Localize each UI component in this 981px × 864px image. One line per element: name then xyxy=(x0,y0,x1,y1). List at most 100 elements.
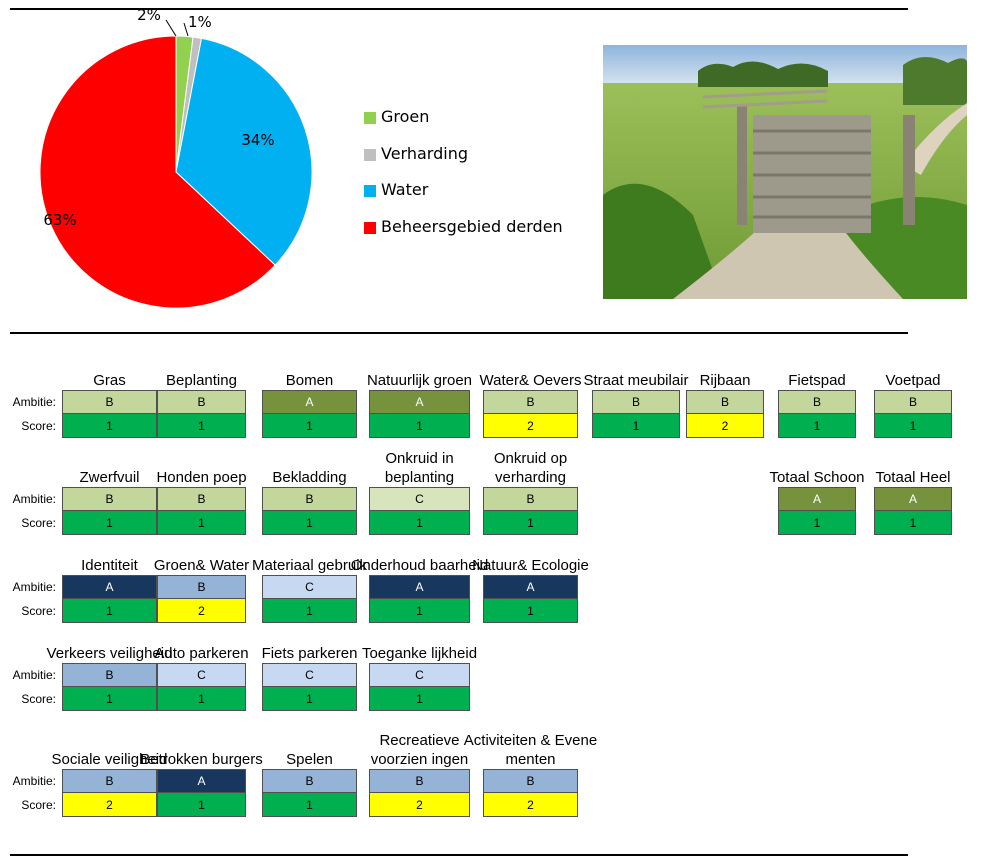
ambitie-cell-sociale-veiligheid: B xyxy=(62,769,157,793)
score-cell-groen-water: 2 xyxy=(157,598,246,623)
indicator-title-onkruid-in-beplanting: Onkruid in beplanting xyxy=(384,450,455,486)
score-cell-activiteiten-evene-menten: 2 xyxy=(483,792,578,817)
legend-entry: Water xyxy=(364,180,563,217)
indicator-title-recreatieve-voorzien-ingen: Recreatieve voorzien ingen xyxy=(370,732,469,768)
ambitie-cell-bekladding: B xyxy=(262,487,357,511)
indicator-title-toeganke-lijkheid: Toeganke lijkheid xyxy=(361,644,478,662)
indicator-title-natuurlijk-groen: Natuurlijk groen xyxy=(366,371,473,389)
score-cell-spelen: 1 xyxy=(262,792,357,817)
score-row-label: Score: xyxy=(21,419,56,433)
score-cell-rijbaan: 2 xyxy=(686,413,764,438)
indicator-title-beplanting: Beplanting xyxy=(166,371,237,389)
legend-swatch xyxy=(364,112,376,124)
ambitie-cell-straat-meubilair: B xyxy=(592,390,680,414)
indicator-title-auto-parkeren: Auto parkeren xyxy=(154,644,249,662)
score-cell-materiaal-gebruik: 1 xyxy=(262,598,357,623)
legend-label: Water xyxy=(381,180,429,199)
legend-entry: Verharding xyxy=(364,144,563,181)
indicator-title-gras: Gras xyxy=(93,371,126,389)
indicator-title-water-oevers: Water& Oevers xyxy=(479,371,582,389)
ambitie-cell-bomen: A xyxy=(262,390,357,414)
score-cell-bomen: 1 xyxy=(262,413,357,438)
ambitie-cell-natuur-ecologie: A xyxy=(483,575,578,599)
bottom-rule xyxy=(10,854,908,856)
score-cell-onkruid-in-beplanting: 1 xyxy=(369,510,470,535)
ambitie-cell-voetpad: B xyxy=(874,390,952,414)
indicator-title-groen-water: Groen& Water xyxy=(153,556,250,574)
pie-leader-line xyxy=(165,19,177,37)
ambitie-cell-totaal-schoon: A xyxy=(778,487,856,511)
ambitie-cell-auto-parkeren: C xyxy=(157,663,246,687)
score-cell-sociale-veiligheid: 2 xyxy=(62,792,157,817)
indicator-title-fietspad: Fietspad xyxy=(788,371,846,389)
ambitie-cell-verkeers-veiligheid: B xyxy=(62,663,157,687)
ambitie-cell-beplanting: B xyxy=(157,390,246,414)
score-cell-natuur-ecologie: 1 xyxy=(483,598,578,623)
ambitie-cell-totaal-heel: A xyxy=(874,487,952,511)
ambitie-cell-fietspad: B xyxy=(778,390,856,414)
score-cell-gras: 1 xyxy=(62,413,157,438)
ambitie-cell-recreatieve-voorzien-ingen: B xyxy=(369,769,470,793)
score-cell-betrokken-burgers: 1 xyxy=(157,792,246,817)
indicator-title-natuur-ecologie: Natuur& Ecologie xyxy=(472,556,589,574)
ambitie-row-label: Ambitie: xyxy=(12,580,56,594)
pie-legend: Groen Verharding Water Beheersgebied derden xyxy=(364,107,563,253)
ambitie-cell-identiteit: A xyxy=(62,575,157,599)
score-row-label: Score: xyxy=(21,604,56,618)
score-row-label: Score: xyxy=(21,516,56,530)
indicator-title-voetpad: Voetpad xyxy=(885,371,941,389)
indicator-title-straat-meubilair: Straat meubilair xyxy=(583,371,689,389)
ambitie-cell-activiteiten-evene-menten: B xyxy=(483,769,578,793)
score-cell-onkruid-op-verharding: 1 xyxy=(483,510,578,535)
score-cell-zwerfvuil: 1 xyxy=(62,510,157,535)
indicator-title-bomen: Bomen xyxy=(285,371,334,389)
score-row-label: Score: xyxy=(21,692,56,706)
ambitie-row-label: Ambitie: xyxy=(12,395,56,409)
ambitie-row-label: Ambitie: xyxy=(12,668,56,682)
score-cell-honden-poep: 1 xyxy=(157,510,246,535)
legend-swatch xyxy=(364,221,376,234)
ambitie-cell-groen-water: B xyxy=(157,575,246,599)
pie-data-label: 34% xyxy=(241,131,274,149)
indicator-title-rijbaan: Rijbaan xyxy=(699,371,751,389)
score-cell-recreatieve-voorzien-ingen: 2 xyxy=(369,792,470,817)
score-cell-totaal-heel: 1 xyxy=(874,510,952,535)
indicator-title-totaal-heel: Totaal Heel xyxy=(875,468,951,486)
ambitie-cell-fiets-parkeren: C xyxy=(262,663,357,687)
indicator-title-onkruid-op-verharding: Onkruid op verharding xyxy=(493,450,568,486)
score-cell-voetpad: 1 xyxy=(874,413,952,438)
score-cell-fietspad: 1 xyxy=(778,413,856,438)
top-rule xyxy=(10,8,908,10)
pie-slice-beheersgebied-derden xyxy=(39,35,276,309)
score-row-label: Score: xyxy=(21,798,56,812)
legend-label: Beheersgebied derden xyxy=(381,216,563,236)
legend-label: Verharding xyxy=(381,143,468,163)
legend-entry: Groen xyxy=(364,107,563,144)
ambitie-cell-onderhoud-baarheid: A xyxy=(369,575,470,599)
score-cell-totaal-schoon: 1 xyxy=(778,510,856,535)
indicator-title-zwerfvuil: Zwerfvuil xyxy=(79,468,140,486)
indicator-title-verkeers-veiligheid: Verkeers veiligheid xyxy=(46,644,173,662)
ambitie-cell-materiaal-gebruik: C xyxy=(262,575,357,599)
pie-slice-water xyxy=(175,37,313,266)
ambitie-cell-onkruid-in-beplanting: C xyxy=(369,487,470,511)
score-cell-water-oevers: 2 xyxy=(483,413,578,438)
ambitie-cell-toeganke-lijkheid: C xyxy=(369,663,470,687)
ambitie-cell-onkruid-op-verharding: B xyxy=(483,487,578,511)
score-cell-natuurlijk-groen: 1 xyxy=(369,413,470,438)
score-cell-toeganke-lijkheid: 1 xyxy=(369,686,470,711)
indicator-title-totaal-schoon: Totaal Schoon xyxy=(769,468,865,486)
indicator-title-fiets-parkeren: Fiets parkeren xyxy=(261,644,358,662)
score-cell-bekladding: 1 xyxy=(262,510,357,535)
pie-data-label: 2% xyxy=(137,6,161,24)
indicator-title-honden-poep: Honden poep xyxy=(156,468,247,486)
pie-data-label: 63% xyxy=(43,211,76,229)
ambitie-cell-spelen: B xyxy=(262,769,357,793)
indicator-title-betrokken-burgers: Betrokken burgers xyxy=(140,750,263,768)
photo-fence-gate-meadow xyxy=(603,45,967,299)
ambitie-cell-betrokken-burgers: A xyxy=(157,769,246,793)
legend-label: Groen xyxy=(381,107,430,126)
ambitie-cell-honden-poep: B xyxy=(157,487,246,511)
score-cell-onderhoud-baarheid: 1 xyxy=(369,598,470,623)
indicator-title-materiaal-gebruik: Materiaal gebruik xyxy=(251,556,368,574)
